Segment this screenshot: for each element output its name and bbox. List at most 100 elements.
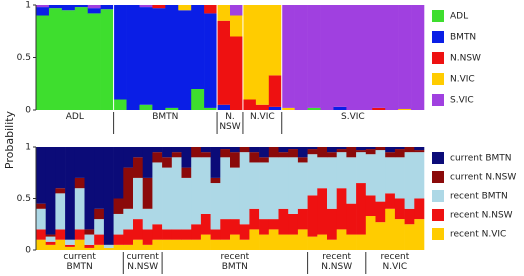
legend-swatch [432,152,444,164]
bar-segment [191,5,205,89]
bar-segment [230,15,244,37]
group-label: recent N.NSW [321,252,353,272]
bar-segment [191,147,202,158]
y-tick-label: 1 [25,1,31,11]
bar-segment [36,147,46,204]
bar-segment [249,147,260,153]
bar-segment [133,177,143,220]
bar-segment [242,5,257,100]
bar-segment [327,239,337,250]
bar-segment [162,167,173,230]
bar-segment [36,239,46,250]
bar-segment [346,203,357,235]
bar-segment [94,244,105,250]
bar-segment [268,5,283,76]
bar-segment [394,219,405,250]
bar-segment [375,147,386,151]
bar-segment [317,157,328,189]
bar-segment [94,234,105,245]
bar-segment [268,147,279,158]
bar-segment [346,234,357,250]
bar-segment [142,229,153,245]
bar-segment [333,5,347,107]
bar-segment [103,244,114,248]
bar-segment [45,244,56,250]
bar-segment [336,152,347,189]
bar-segment [327,208,337,240]
bar-segment [84,147,95,230]
y-tick-label: 0.5 [17,194,31,204]
bar-segment [171,152,182,158]
bar-segment [94,208,105,220]
legend-swatch [432,190,444,202]
bar-segment [411,5,425,110]
bar-segment [307,5,321,108]
bar-segment [84,247,95,250]
bar-segment [288,213,299,235]
bar-segment [55,193,66,230]
bar-segment [65,244,76,247]
bar-segment [307,236,318,250]
bar-segment [317,188,328,235]
bar-segment [317,234,328,250]
bar-segment [55,147,66,189]
bar-segment [36,203,46,209]
bar-segment [259,147,270,158]
bar-segment [84,229,95,235]
bar-segment [414,152,425,199]
bar-segment [346,157,357,204]
group-label: current BMTN [63,252,96,272]
y-tick-label: 1 [25,143,31,153]
bar-segment [294,5,308,110]
bar-segment [200,152,211,158]
bar-segment [297,157,308,163]
group-label: ADL [65,112,84,122]
bar-segment [65,239,76,245]
bar-segment [259,157,270,163]
legend-swatch [432,52,444,64]
group-label: recent BMTN [220,252,250,272]
bar-segment [239,152,250,225]
bar-segment [123,167,134,209]
bar-segment [113,147,124,199]
bar-segment [394,149,405,158]
bar-segment [217,20,231,105]
bar-segment [178,10,192,110]
bar-segment [239,239,250,250]
bar-segment [375,222,386,250]
bar-segment [394,147,405,150]
bar-segment [113,244,124,250]
bar-segment [365,149,376,155]
bar-segment [356,234,367,250]
bar-segment [385,157,396,194]
bar-segment [171,229,182,240]
bar-segment [288,234,299,250]
bar-segment [278,234,289,250]
bar-segment [307,195,318,237]
bar-segment [204,13,218,108]
bar-segment [281,5,295,108]
bar-segment [385,152,396,158]
bar-segment [191,224,202,240]
bar-segment [84,244,95,248]
bar-segment [123,229,134,245]
bar-segment [113,99,127,110]
bar-segment [278,147,289,153]
bar-segment [385,193,396,209]
bar-segment [259,234,270,250]
bar-segment [398,5,412,109]
bar-segment [414,147,425,151]
legend-label: recent N.NSW [450,211,513,221]
bar-segment [152,239,163,250]
bar-segment [375,150,386,202]
bar-segment [249,229,260,250]
bar-segment [74,239,85,250]
bar-segment [220,157,231,220]
bar-segment [394,198,405,220]
bar-segment [133,239,143,250]
bar-segment [200,157,211,214]
bar-segment [142,177,153,209]
bar-segment [65,147,76,240]
y-tick-label: 0 [25,246,31,256]
bar-segment [220,149,231,158]
